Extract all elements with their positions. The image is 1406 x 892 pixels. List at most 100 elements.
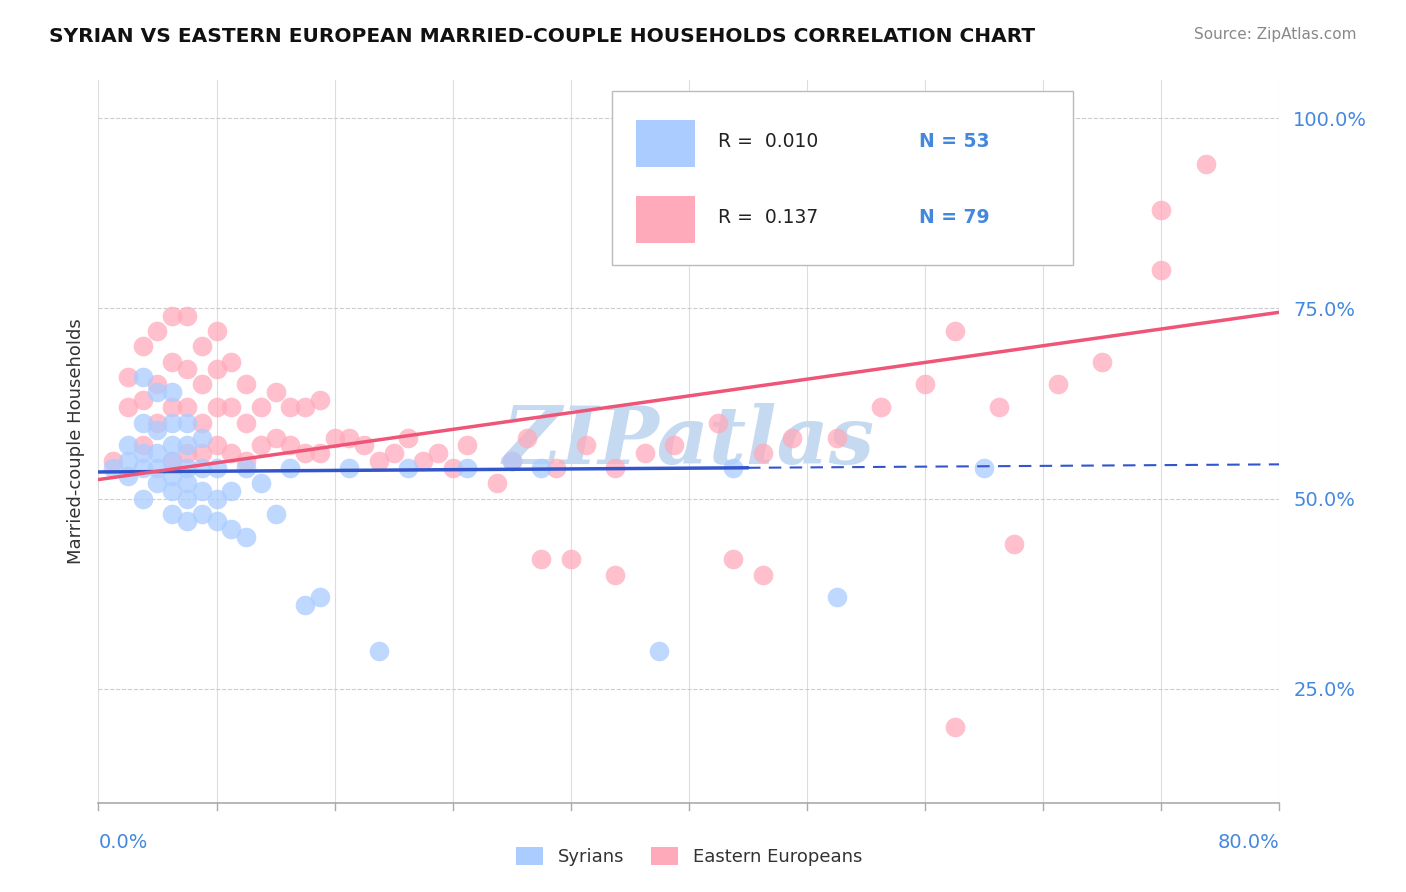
Point bbox=[191, 339, 214, 353]
Point bbox=[398, 461, 420, 475]
Point bbox=[530, 552, 553, 566]
Point bbox=[162, 453, 183, 467]
Point bbox=[221, 522, 243, 536]
Point bbox=[309, 392, 332, 407]
Point bbox=[280, 438, 302, 452]
Point bbox=[132, 392, 155, 407]
Point bbox=[427, 446, 450, 460]
Point bbox=[294, 401, 316, 415]
Point bbox=[294, 598, 316, 612]
Point bbox=[162, 507, 183, 521]
Bar bbox=[636, 120, 695, 167]
Point bbox=[146, 476, 169, 491]
Point bbox=[132, 438, 155, 452]
Point bbox=[191, 507, 214, 521]
Point bbox=[235, 461, 257, 475]
FancyBboxPatch shape bbox=[612, 91, 1073, 265]
Y-axis label: Married-couple Households: Married-couple Households bbox=[66, 318, 84, 565]
Point bbox=[648, 643, 671, 657]
Point bbox=[441, 461, 464, 475]
Point bbox=[707, 416, 730, 430]
Point bbox=[988, 401, 1011, 415]
Point bbox=[280, 401, 302, 415]
Point bbox=[250, 476, 273, 491]
Point bbox=[191, 431, 214, 445]
Point bbox=[309, 591, 332, 605]
Point bbox=[560, 552, 582, 566]
Point bbox=[162, 483, 183, 498]
Point bbox=[546, 461, 568, 475]
Point bbox=[457, 461, 479, 475]
Point bbox=[132, 416, 155, 430]
Point bbox=[176, 446, 198, 460]
Point bbox=[191, 416, 214, 430]
Point bbox=[221, 354, 243, 368]
Point bbox=[294, 446, 316, 460]
Point bbox=[221, 446, 243, 460]
Point bbox=[221, 401, 243, 415]
Point bbox=[943, 324, 966, 338]
Point bbox=[605, 567, 627, 582]
Point bbox=[235, 377, 257, 392]
Point bbox=[162, 354, 183, 368]
Point bbox=[943, 720, 966, 734]
Point bbox=[205, 461, 228, 475]
Point bbox=[146, 416, 169, 430]
Point bbox=[103, 453, 125, 467]
Point bbox=[117, 468, 139, 483]
Text: N = 79: N = 79 bbox=[920, 208, 990, 227]
Point bbox=[176, 438, 198, 452]
Point bbox=[368, 453, 391, 467]
Point bbox=[250, 438, 273, 452]
Point bbox=[191, 461, 214, 475]
Text: 0.0%: 0.0% bbox=[98, 833, 148, 852]
Point bbox=[146, 461, 169, 475]
Point bbox=[146, 377, 169, 392]
Point bbox=[1150, 263, 1173, 277]
Point bbox=[205, 515, 228, 529]
Point bbox=[382, 446, 405, 460]
Point bbox=[162, 453, 183, 467]
Point bbox=[176, 476, 198, 491]
Point bbox=[221, 483, 243, 498]
Point bbox=[162, 438, 183, 452]
Point bbox=[235, 530, 257, 544]
Point bbox=[353, 438, 375, 452]
Point bbox=[914, 377, 936, 392]
Point bbox=[235, 453, 257, 467]
Point bbox=[530, 461, 553, 475]
Point bbox=[723, 461, 745, 475]
Point bbox=[191, 377, 214, 392]
Point bbox=[1046, 377, 1070, 392]
Point bbox=[339, 461, 361, 475]
Point bbox=[132, 446, 155, 460]
Point bbox=[752, 446, 775, 460]
Point bbox=[264, 431, 287, 445]
Point bbox=[752, 567, 775, 582]
Point bbox=[132, 461, 155, 475]
Point bbox=[132, 370, 155, 384]
Point bbox=[1195, 157, 1218, 171]
Point bbox=[205, 324, 228, 338]
Point bbox=[870, 401, 893, 415]
Point bbox=[323, 431, 346, 445]
Point bbox=[117, 370, 139, 384]
Point bbox=[162, 468, 183, 483]
Point bbox=[235, 416, 257, 430]
Text: 80.0%: 80.0% bbox=[1218, 833, 1279, 852]
Text: R =  0.137: R = 0.137 bbox=[718, 208, 818, 227]
Point bbox=[486, 476, 509, 491]
Point bbox=[280, 461, 302, 475]
Point bbox=[250, 401, 273, 415]
Point bbox=[176, 461, 198, 475]
Point bbox=[264, 507, 287, 521]
Point bbox=[1150, 202, 1173, 217]
Text: SYRIAN VS EASTERN EUROPEAN MARRIED-COUPLE HOUSEHOLDS CORRELATION CHART: SYRIAN VS EASTERN EUROPEAN MARRIED-COUPL… bbox=[49, 27, 1035, 45]
Point bbox=[457, 438, 479, 452]
Bar bbox=[636, 196, 695, 243]
Legend: Syrians, Eastern Europeans: Syrians, Eastern Europeans bbox=[516, 847, 862, 866]
Point bbox=[176, 362, 198, 376]
Point bbox=[205, 362, 228, 376]
Point bbox=[205, 401, 228, 415]
Point bbox=[973, 461, 995, 475]
